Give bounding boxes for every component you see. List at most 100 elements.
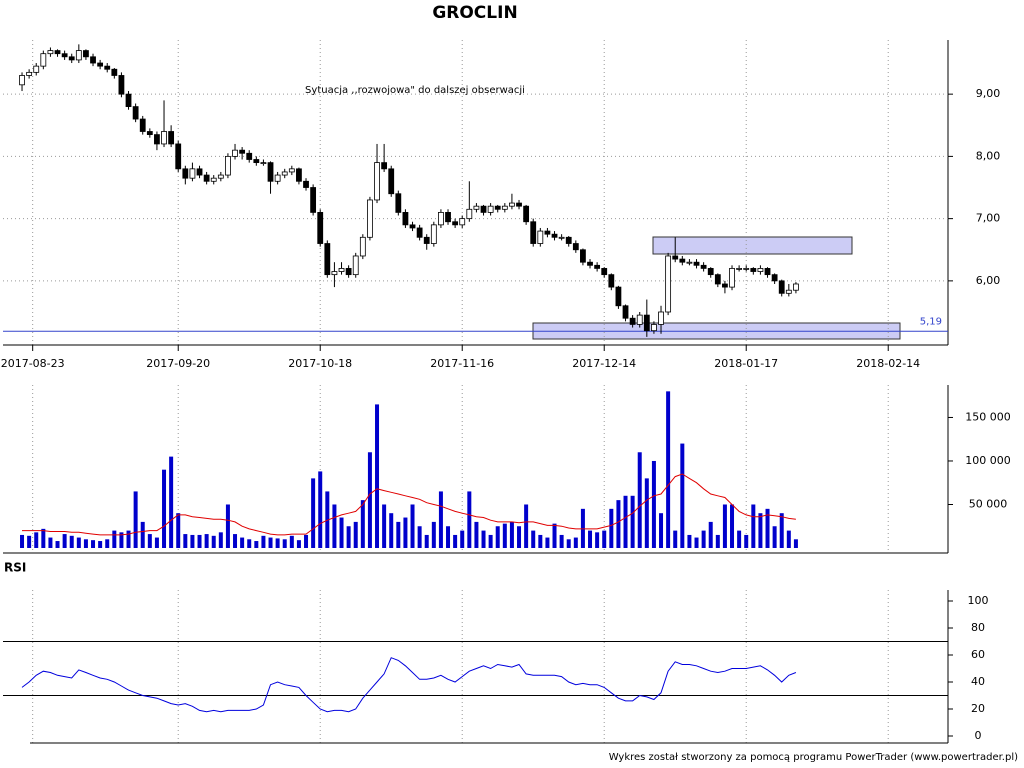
reference-label: 5,19 [920, 316, 942, 327]
candle-body [104, 65, 111, 70]
volume-bar [502, 523, 507, 548]
volume-bar [474, 521, 479, 548]
volume-bar [183, 534, 188, 548]
volume-bar [211, 535, 216, 548]
candle-body [246, 152, 253, 160]
y-tick-label: 100 [968, 594, 989, 607]
candle-body [722, 283, 728, 288]
candle-body [111, 68, 118, 76]
volume-bar [786, 530, 791, 548]
candle-body [771, 274, 778, 282]
candle-body [47, 50, 54, 55]
volume-bar [282, 539, 287, 548]
volume-bar [204, 534, 209, 548]
candle-body [310, 187, 317, 213]
candle-body [161, 131, 167, 145]
candle-body [217, 174, 224, 179]
x-tick-label: 2017-12-14 [572, 357, 636, 370]
candle-body [203, 174, 210, 182]
volume-bar [730, 504, 735, 548]
volume-bar [296, 540, 301, 548]
candle-body [501, 205, 508, 210]
volume-bar [162, 469, 167, 548]
volume-bar [779, 513, 784, 548]
candle-body [132, 106, 139, 120]
candle-body [90, 56, 96, 64]
candle-body [260, 162, 267, 165]
volume-bar [431, 521, 436, 548]
candle-body [636, 314, 643, 325]
candle-body [572, 243, 579, 251]
volume-bar [247, 539, 252, 548]
candle-body [97, 62, 104, 67]
volume-bar [360, 500, 365, 548]
volume-bar [197, 534, 202, 548]
volume-bar [332, 504, 337, 548]
candle-body [33, 65, 40, 73]
candle-body [189, 168, 196, 179]
candle-body [239, 149, 246, 154]
x-tick-label: 2017-10-18 [288, 357, 352, 370]
volume-bar [20, 534, 25, 548]
volume-bar [69, 535, 74, 548]
candle-body [473, 205, 480, 210]
volume-bar [460, 530, 465, 548]
candle-body [686, 261, 693, 264]
volume-bar [708, 521, 713, 548]
volume-bar [722, 504, 727, 548]
volume-bar [559, 534, 564, 548]
candle-body [494, 205, 501, 210]
volume-bar [673, 530, 678, 548]
x-tick-label: 2017-09-20 [146, 357, 210, 370]
candle-body [544, 230, 551, 235]
volume-bar [382, 504, 387, 548]
volume-bar [644, 478, 649, 548]
volume-bar [410, 504, 415, 548]
volume-bar [737, 530, 742, 548]
volume-bar [218, 532, 223, 548]
volume-bar [311, 478, 316, 548]
volume-bar [666, 391, 671, 548]
volume-bar [396, 521, 401, 548]
candle-body [75, 50, 82, 61]
volume-bar [34, 532, 39, 548]
y-tick-label: 60 [971, 648, 985, 661]
volume-bar [531, 530, 536, 548]
volume-bar [389, 513, 394, 548]
candle-body [83, 50, 89, 58]
volume-bar [275, 538, 280, 548]
volume-bar [438, 491, 443, 548]
candle-body [672, 255, 679, 260]
candle-body [793, 283, 799, 291]
y-tick-label: 100 000 [965, 454, 1011, 467]
candle-body [175, 143, 182, 170]
candle-body [714, 274, 721, 285]
y-tick-label: 0 [975, 729, 982, 742]
candle-body [359, 236, 366, 257]
candle-body [729, 268, 735, 288]
volume-bar [254, 541, 259, 548]
candle-body [452, 221, 459, 226]
candle-body [232, 149, 238, 157]
volume-bar [261, 535, 266, 548]
volume-bar [637, 452, 642, 548]
candle-body [558, 236, 565, 239]
volume-bar [147, 534, 152, 548]
candle-body [459, 218, 466, 226]
volume-bar [403, 517, 408, 548]
volume-bar [481, 530, 486, 548]
y-tick-label: 40 [971, 675, 985, 688]
candle-body [288, 168, 295, 173]
candle-body [622, 305, 629, 319]
candle-body [296, 168, 302, 182]
volume-bar [765, 508, 770, 548]
volume-bar [176, 513, 181, 548]
volume-bar [27, 535, 32, 548]
candle-body [139, 118, 146, 132]
volume-bar [83, 539, 88, 548]
volume-bar [566, 539, 571, 548]
volume-bar [751, 504, 756, 548]
candle-body [317, 212, 324, 244]
candle-body [693, 261, 700, 266]
